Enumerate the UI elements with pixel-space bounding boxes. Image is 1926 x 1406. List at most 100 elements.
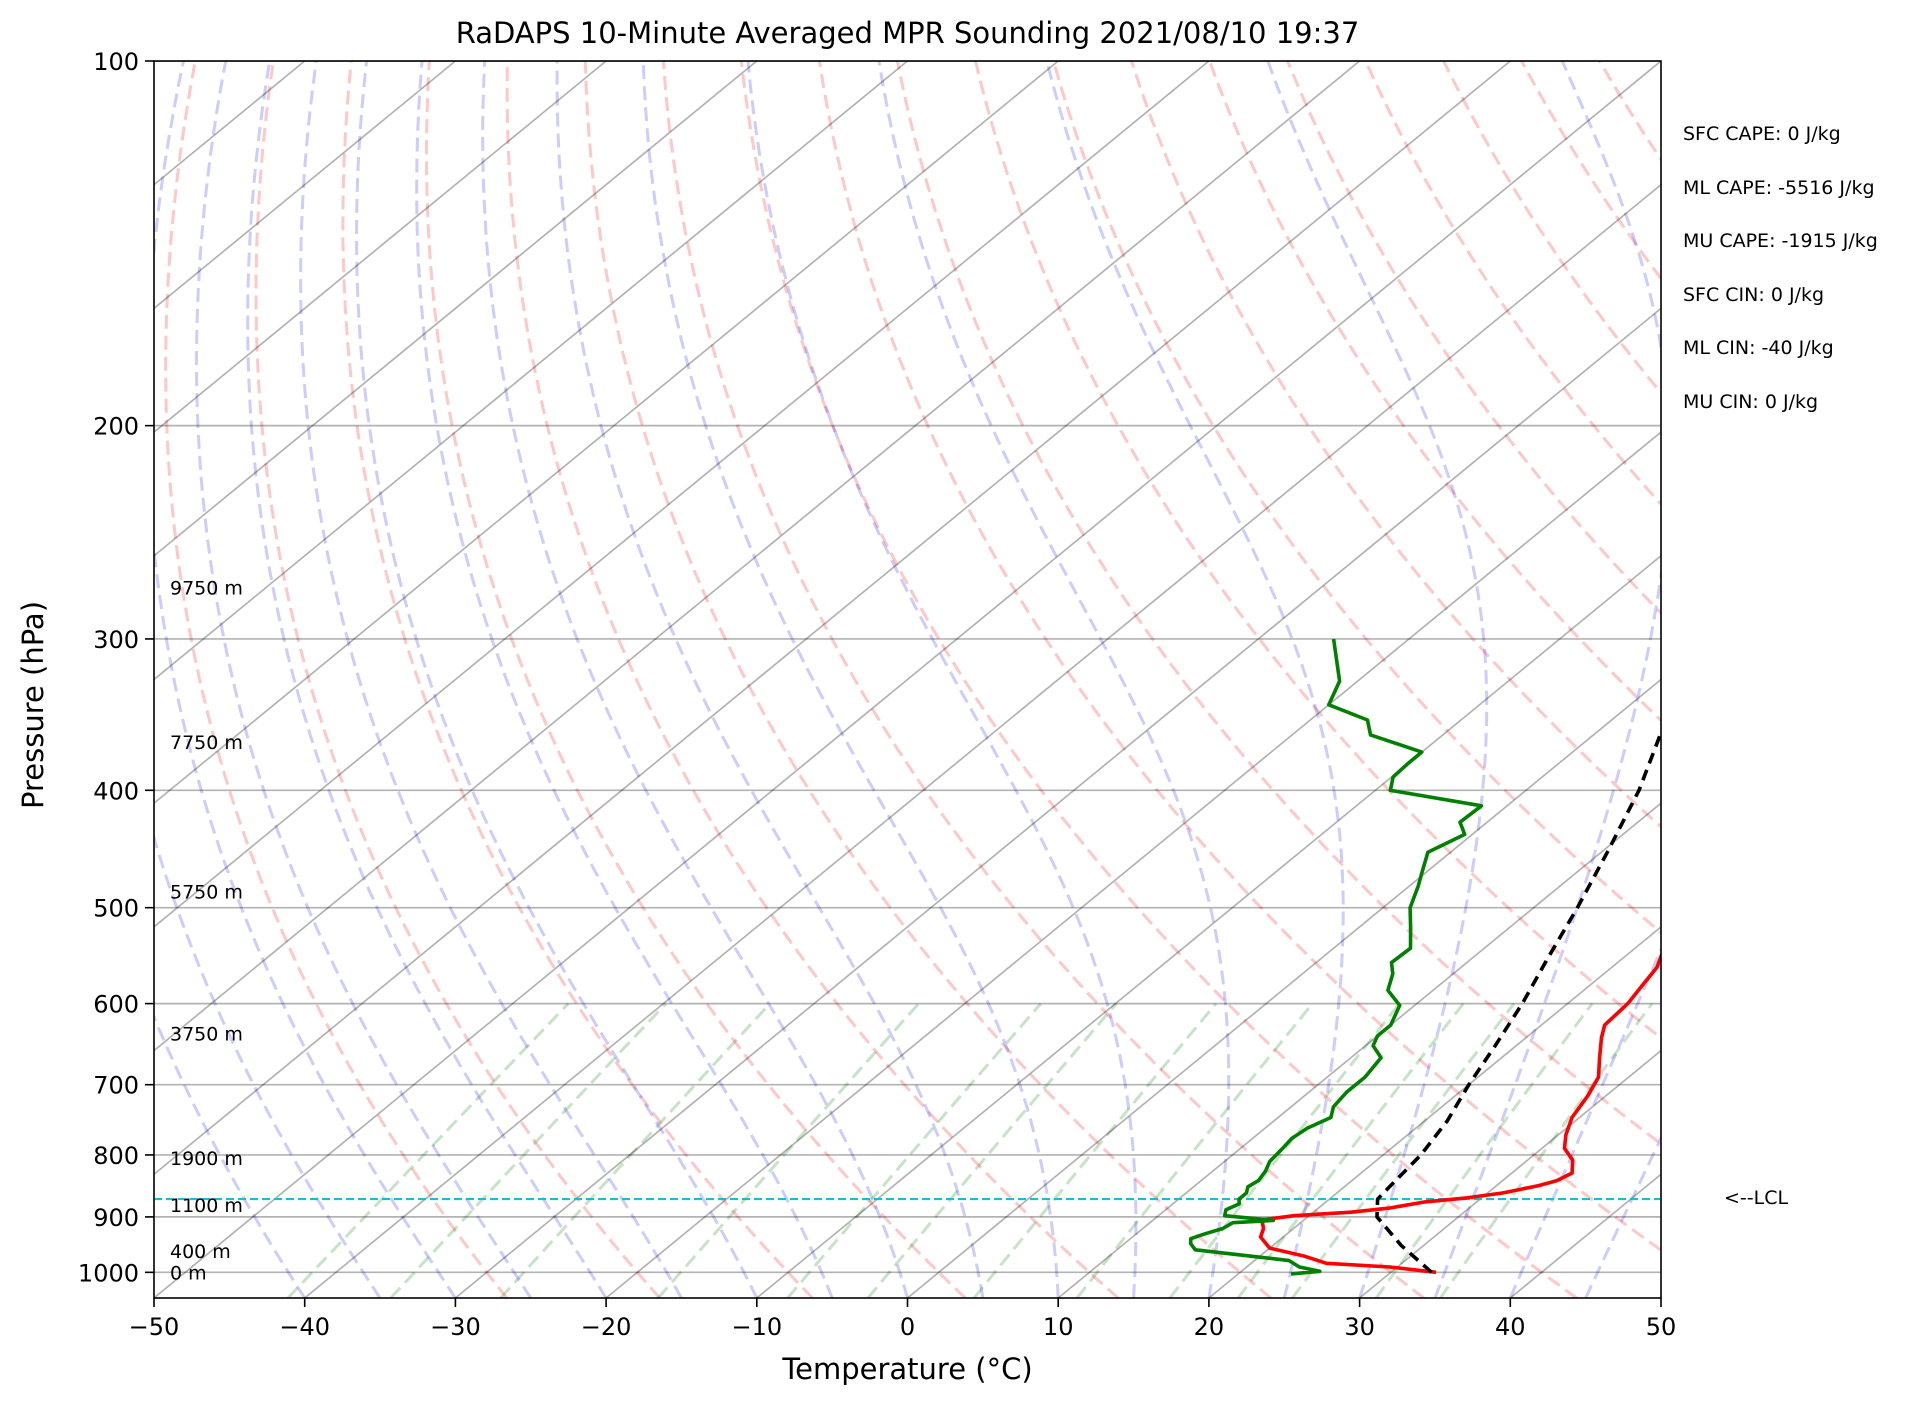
mixing-ratio-line	[866, 1002, 1118, 1298]
isotherm	[154, 61, 1059, 805]
y-tick-label: 500	[93, 895, 139, 923]
dry-adiabat	[341, 61, 814, 1298]
height-label: 5750 m	[170, 882, 243, 904]
moist-adiabat	[154, 832, 382, 1298]
x-tick-label: 50	[1646, 1313, 1677, 1341]
dry-adiabat	[254, 61, 661, 1298]
x-tick-label: 30	[1344, 1313, 1375, 1341]
stats-panel: SFC CAPE: 0 J/kg ML CAPE: -5516 J/kg MU …	[1683, 108, 1878, 429]
height-label: 3750 m	[170, 1023, 243, 1045]
dry-adiabat	[1130, 61, 1661, 829]
x-tick-label: −50	[129, 1313, 180, 1341]
mixing-ratio-line	[656, 1002, 920, 1298]
stat-mu-cape: MU CAPE: -1915 J/kg	[1683, 230, 1878, 252]
moist-adiabat	[1266, 61, 1489, 1298]
y-tick-label: 1000	[78, 1259, 139, 1287]
moist-adiabat	[154, 1013, 306, 1298]
moist-adiabat	[195, 61, 533, 1298]
moist-adiabat	[481, 61, 909, 1298]
dry-adiabat	[739, 61, 1578, 1298]
y-tick-label: 600	[93, 991, 139, 1019]
chart-title: RaDAPS 10-Minute Averaged MPR Sounding 2…	[455, 16, 1360, 50]
isotherm	[154, 61, 607, 434]
height-label: 400 m	[170, 1241, 231, 1263]
stat-ml-cin: ML CIN: -40 J/kg	[1683, 337, 1834, 359]
x-tick-label: −10	[731, 1313, 782, 1341]
lcl-label: <--LCL	[1724, 1187, 1789, 1210]
stat-ml-cape: ML CAPE: -5516 J/kg	[1683, 176, 1875, 199]
y-axis-label: Pressure (hPa)	[16, 600, 50, 810]
mixing-ratio-line	[972, 1002, 1218, 1298]
isotherm	[304, 183, 1661, 1298]
moist-adiabat	[877, 61, 1231, 1298]
height-label: 9750 m	[170, 577, 243, 599]
moist-adiabat	[746, 61, 1138, 1298]
isotherm	[906, 678, 1661, 1298]
temperature-profile	[1258, 951, 1661, 1275]
moist-adiabat	[415, 61, 834, 1298]
mixing-ratio-line	[1168, 1002, 1401, 1298]
x-tick-label: 40	[1495, 1313, 1526, 1341]
moist-adiabat	[1045, 61, 1345, 1298]
x-tick-label: 20	[1194, 1313, 1225, 1341]
y-tick-label: 300	[93, 626, 139, 654]
y-tick-label: 100	[93, 48, 139, 76]
dry-adiabat	[1052, 61, 1661, 935]
x-tick-label: −30	[430, 1313, 481, 1341]
dry-adiabat	[1912, 61, 1926, 1298]
dry-adiabat	[164, 61, 509, 1298]
height-label: 0 m	[170, 1262, 207, 1284]
mixing-ratio-line	[1439, 1002, 1654, 1298]
isotherm	[756, 554, 1661, 1298]
mixing-ratio-line	[1291, 1002, 1516, 1298]
y-tick-label: 400	[93, 777, 139, 805]
moist-adiabat	[299, 61, 683, 1298]
y-tick-label: 800	[93, 1142, 139, 1170]
isotherm	[605, 431, 1661, 1298]
moist-adiabat	[354, 61, 759, 1298]
stat-mu-cin: MU CIN: 0 J/kg	[1683, 390, 1819, 413]
dewpoint-profile	[1188, 638, 1484, 1276]
isotherm	[154, 61, 1661, 1298]
mixing-ratio-line	[1236, 1002, 1465, 1298]
moist-adiabat	[1433, 61, 1661, 1298]
isotherm	[454, 307, 1661, 1298]
height-label: 1900 m	[170, 1148, 243, 1170]
stat-sfc-cin: SFC CIN: 0 J/kg	[1683, 283, 1825, 306]
parcel-profile	[1375, 727, 1661, 1274]
stat-sfc-cape: SFC CAPE: 0 J/kg	[1683, 123, 1841, 145]
mixing-ratio-line	[1075, 1002, 1314, 1298]
x-tick-label: −40	[279, 1313, 330, 1341]
isotherm	[154, 61, 1511, 1176]
moist-adiabat	[641, 61, 1060, 1298]
plot-area	[154, 61, 1926, 1298]
mixing-ratio-line	[499, 1002, 772, 1298]
x-tick-label: −20	[581, 1313, 632, 1341]
mixing-ratio-line	[1375, 1002, 1594, 1298]
isotherm	[154, 61, 1210, 928]
mixing-ratio-line	[286, 1002, 570, 1298]
mixing-ratio-line	[389, 1002, 667, 1298]
y-tick-label: 900	[93, 1204, 139, 1232]
mixing-ratio-line	[786, 1002, 1042, 1298]
height-label: 7750 m	[170, 732, 243, 754]
isotherm	[1359, 1049, 1661, 1298]
x-tick-label: 10	[1043, 1313, 1074, 1341]
isotherm	[1208, 925, 1661, 1298]
isotherm	[154, 61, 758, 557]
isotherm	[154, 61, 1361, 1052]
dry-adiabat	[895, 61, 1661, 1146]
height-label: 1100 m	[170, 1195, 243, 1217]
dry-adiabat	[583, 61, 1272, 1298]
dry-adiabat	[974, 61, 1661, 1041]
dry-adiabat	[424, 61, 967, 1298]
moist-adiabat	[246, 61, 608, 1298]
dry-adiabat	[661, 61, 1425, 1298]
y-tick-label: 200	[93, 413, 139, 441]
isotherm	[154, 61, 909, 681]
x-axis-label: Temperature (°C)	[782, 1352, 1033, 1386]
y-tick-label: 700	[93, 1072, 139, 1100]
isotherm	[1057, 802, 1661, 1298]
isotherm	[154, 61, 456, 310]
